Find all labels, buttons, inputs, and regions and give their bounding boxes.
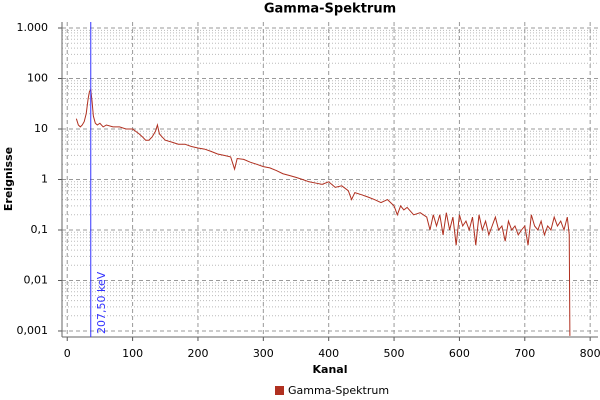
y-axis-label: Ereignisse bbox=[2, 147, 15, 211]
x-tick-label: 0 bbox=[64, 347, 71, 360]
legend-swatch bbox=[275, 386, 284, 395]
y-tick-label: 100 bbox=[27, 72, 48, 85]
x-tick-label: 400 bbox=[318, 347, 339, 360]
y-tick-label: 1 bbox=[41, 172, 48, 185]
y-tick-label: 0,1 bbox=[31, 223, 49, 236]
x-tick-label: 100 bbox=[122, 347, 143, 360]
x-axis-label: Kanal bbox=[313, 363, 348, 376]
y-tick-label: 1.000 bbox=[17, 21, 49, 34]
x-tick-label: 600 bbox=[449, 347, 470, 360]
x-tick-label: 500 bbox=[384, 347, 405, 360]
x-tick-label: 700 bbox=[514, 347, 535, 360]
x-tick-label: 200 bbox=[187, 347, 208, 360]
y-tick-label: 0,01 bbox=[24, 273, 49, 286]
chart-title: Gamma-Spektrum bbox=[264, 2, 396, 17]
series-line bbox=[75, 88, 571, 336]
y-tick-label: 0,001 bbox=[17, 324, 49, 337]
y-tick-label: 10 bbox=[34, 122, 48, 135]
series-group bbox=[75, 88, 571, 336]
x-tick-label: 800 bbox=[580, 347, 600, 360]
x-tick-label: 300 bbox=[253, 347, 274, 360]
legend-label: Gamma-Spektrum bbox=[288, 384, 389, 397]
marker-label: 207,50 keV bbox=[95, 271, 108, 334]
